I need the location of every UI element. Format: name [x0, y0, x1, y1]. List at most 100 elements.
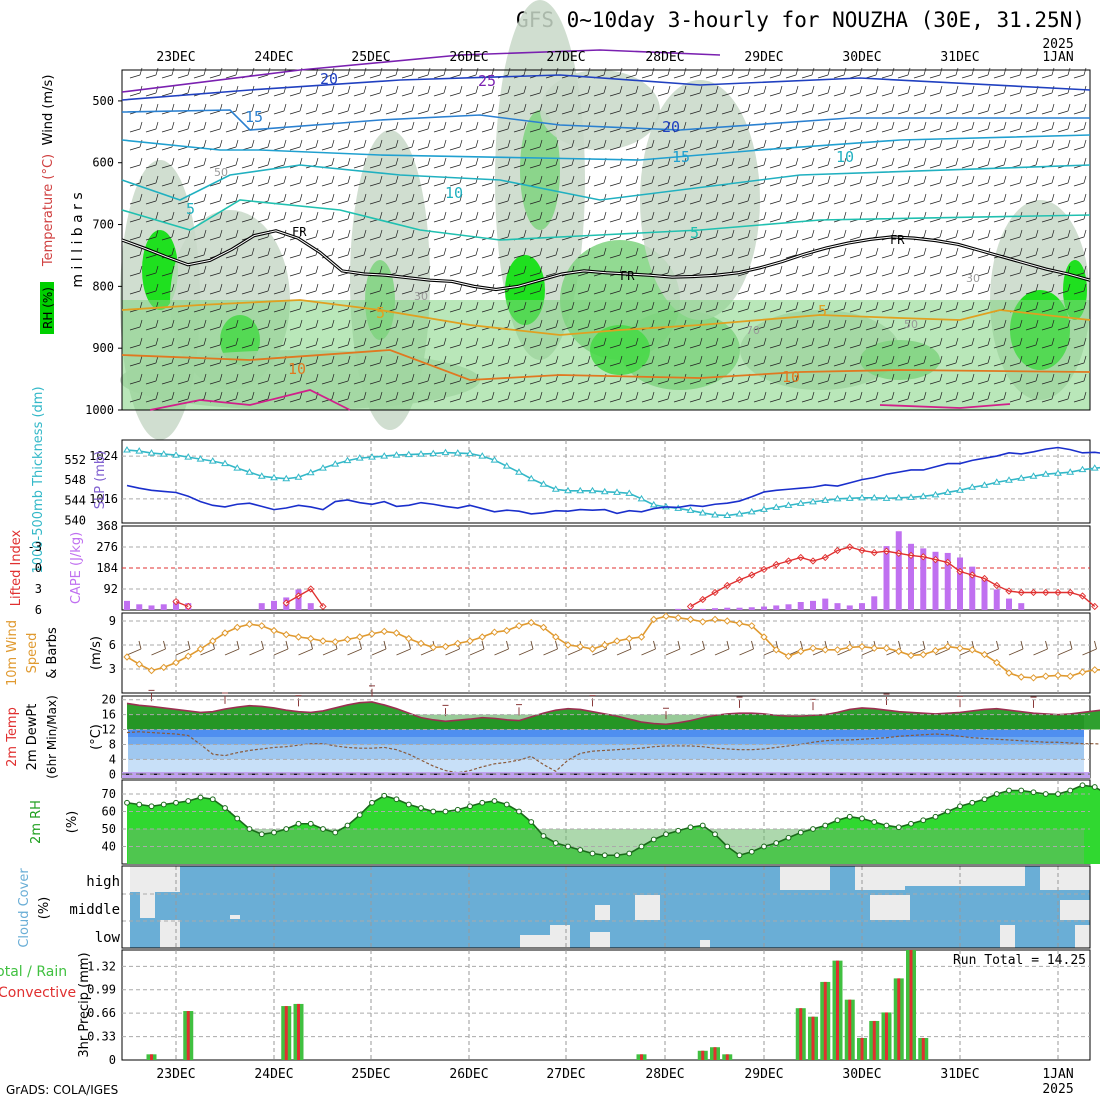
wind-barb [721, 355, 735, 367]
rh2m-line-point [393, 796, 400, 803]
wind-barb [913, 337, 927, 349]
wind-barb [481, 391, 495, 403]
slp-line [126, 446, 1100, 515]
cape-bar [846, 605, 853, 610]
wind-barb [353, 175, 367, 187]
wind-barb [689, 157, 703, 169]
wind10m-speed-line-point [380, 627, 388, 636]
wind10m-speed-line-point [331, 638, 339, 646]
wind-barb [913, 103, 927, 115]
wind-contour [121, 49, 721, 93]
wind-barb [689, 211, 703, 223]
wind-barb [321, 193, 335, 205]
lifted-index-line [285, 588, 324, 607]
wind-barb [257, 175, 271, 187]
thickness-line-point [466, 449, 474, 457]
wind-barb [961, 121, 975, 133]
wind-barb [737, 67, 751, 79]
wind-barb [849, 301, 863, 313]
wind-barb [849, 337, 863, 349]
wind-barb [369, 157, 383, 169]
wind-barb [945, 139, 959, 151]
wind-barb [993, 373, 1007, 385]
x-top-tick-label: 31DEC [940, 50, 979, 65]
wind-barb [817, 391, 831, 403]
wind-barb [513, 337, 527, 349]
wind-barb [609, 211, 623, 223]
x-bottom-tick-label: 29DEC [744, 1067, 783, 1082]
wind-barb [833, 67, 847, 79]
freezing-level-label: FR [292, 225, 307, 239]
wind-barb [481, 355, 495, 367]
rh2m-line-point [663, 831, 669, 838]
wind-barb [545, 175, 559, 187]
wind10m-speed-line-point [895, 647, 903, 656]
thickness-line-point [576, 486, 585, 494]
wind-barb [529, 319, 543, 331]
wind-barb [129, 391, 143, 403]
thickness-line-point [135, 447, 144, 454]
wind-barb [529, 139, 543, 151]
wind-barb [865, 247, 879, 259]
wind-barb [641, 67, 655, 79]
dewpoint-band [128, 759, 1084, 775]
wind-axis-label: Wind (m/s) [41, 75, 56, 146]
wind-barb [193, 337, 207, 349]
cape-bar [761, 606, 767, 610]
wind-barb [1041, 355, 1055, 367]
wind-barb [545, 319, 559, 331]
wind-barb [593, 121, 607, 133]
wind-barb [385, 283, 399, 295]
wind10m-speed-line-point [1066, 672, 1074, 680]
wind-barb [449, 157, 463, 169]
wind-barb [321, 211, 335, 223]
wind-barb [785, 391, 799, 403]
rh2m-line-point [822, 822, 829, 829]
wind-barb [881, 265, 895, 277]
thickness-line-point [931, 490, 940, 498]
wind-barb [721, 319, 735, 331]
lifted-index-axis-label: Lifted Index [9, 529, 24, 606]
wind-barb [673, 139, 687, 151]
x-top-year-label: 2025 [1042, 37, 1073, 52]
li-tick-label: 0 [35, 561, 42, 575]
wind-barb [545, 193, 559, 205]
rh2m-line-point [712, 831, 718, 838]
wind-barb [657, 157, 671, 169]
temp-contour-label: 10 [288, 360, 306, 378]
rh2m-line-point [295, 820, 302, 827]
wind-barb [609, 85, 623, 97]
cloud-row-label: high [86, 874, 120, 890]
wind-barb [625, 247, 639, 259]
wind-barb [849, 247, 863, 259]
x-bottom-tick-label: 27DEC [546, 1067, 585, 1082]
wind-barb [785, 247, 799, 259]
wind-barb [913, 193, 927, 205]
wind-barb [497, 211, 511, 223]
wind10m-speed-line-point [245, 620, 254, 628]
wind-barb [945, 391, 959, 403]
wind-barb [945, 175, 959, 187]
wind-barb [353, 283, 367, 295]
wind-barb [657, 391, 671, 403]
wind-barb [145, 391, 159, 403]
wind-barb [929, 337, 943, 349]
wind10m-axis-label-2: Speed [25, 633, 40, 674]
wind-barb [385, 337, 399, 349]
wind10m-speed-line-point [147, 666, 156, 675]
rh2m-unit-label: (%) [65, 811, 80, 834]
wind-barb [193, 121, 207, 133]
rh2m-line-point [957, 803, 963, 810]
wind-barb [657, 85, 671, 97]
cloud-cover-frame [121, 865, 1091, 949]
wind-barb [1009, 247, 1023, 259]
wind-barb [417, 67, 431, 79]
wind-barb [465, 139, 479, 151]
wind-barb [225, 121, 239, 133]
wind10m-speed-line-point [429, 643, 437, 652]
wind-barb [785, 67, 799, 79]
wind-barb [641, 139, 655, 151]
wind-barb [193, 67, 207, 79]
thickness-line-point [355, 454, 364, 461]
wind-barb [545, 247, 559, 259]
